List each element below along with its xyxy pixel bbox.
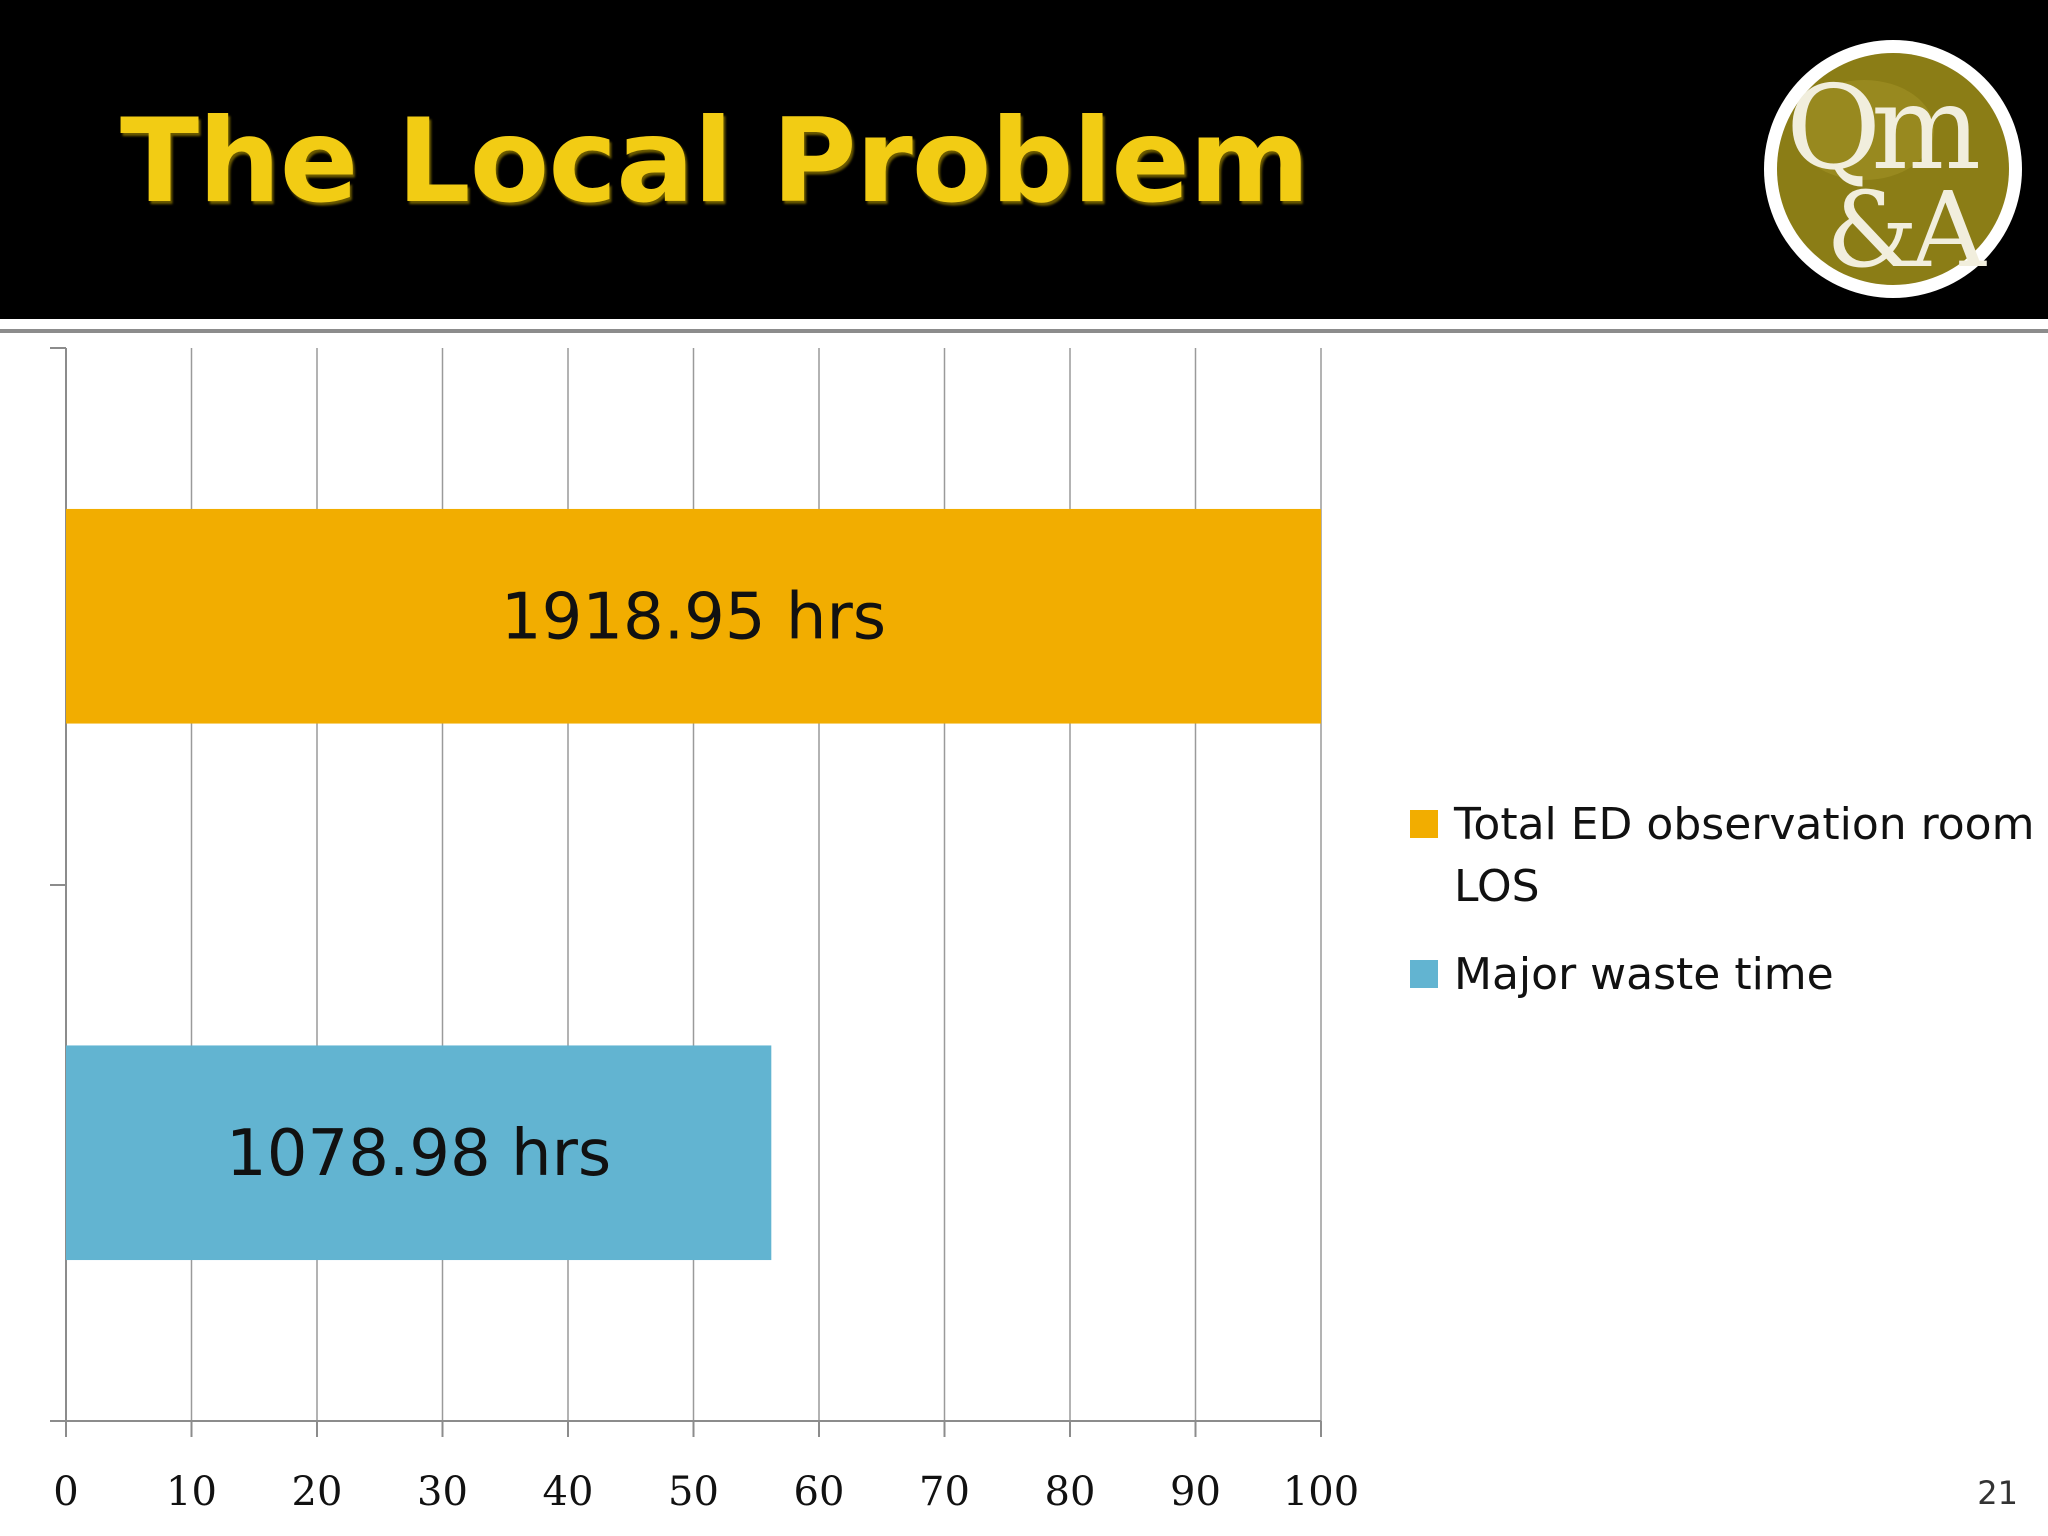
x-tick-label: 10 xyxy=(166,1469,217,1515)
legend-swatch-waste-time xyxy=(1410,960,1438,988)
x-tick-label: 20 xyxy=(292,1469,343,1515)
bar-data-label: 1078.98 hrs xyxy=(226,1117,611,1191)
x-tick-label: 30 xyxy=(417,1469,468,1515)
header-bar xyxy=(0,0,2048,319)
page-number: 21 xyxy=(1977,1474,2018,1512)
bar-total-ed-observation-room-los xyxy=(66,508,1321,724)
qma-logo-icon: Qm &A xyxy=(1764,40,2022,298)
legend-item-total-los: Total ED observation room LOS xyxy=(1406,794,2036,918)
logo-disc xyxy=(1777,53,2009,285)
legend-swatch-total-los xyxy=(1410,810,1438,838)
x-tick-label: 80 xyxy=(1045,1469,1096,1515)
x-tick-label: 50 xyxy=(668,1469,719,1515)
logo-sheen xyxy=(1794,80,1934,180)
x-tick-label: 40 xyxy=(543,1469,594,1515)
x-tick-label: 70 xyxy=(919,1469,970,1515)
logo-graphic: Qm &A xyxy=(1777,53,2009,291)
slide-title: The Local Problem xyxy=(120,94,1310,229)
bar-major-waste-time xyxy=(66,1045,772,1261)
logo-text-qm: Qm xyxy=(1786,61,1978,196)
logo-text-and-a: &A xyxy=(1826,169,1988,291)
chart-legend: Total ED observation room LOS Major wast… xyxy=(1406,794,2036,1032)
bar-data-label: 1918.95 hrs xyxy=(501,580,886,654)
legend-label-total-los: Total ED observation room LOS xyxy=(1454,799,2035,912)
x-tick-label: 0 xyxy=(53,1469,78,1515)
legend-label-waste-time: Major waste time xyxy=(1454,949,1834,1000)
x-tick-label: 100 xyxy=(1283,1469,1359,1515)
legend-item-waste-time: Major waste time xyxy=(1406,944,2036,1006)
bars: 1918.95 hrs 1078.98 hrs xyxy=(66,508,1321,1261)
header-divider xyxy=(0,319,2048,333)
x-tick-label: 60 xyxy=(794,1469,845,1515)
x-axis-ticks: 0 10 20 30 40 50 60 70 80 90 100 xyxy=(53,1421,1359,1515)
x-tick-label: 90 xyxy=(1170,1469,1221,1515)
